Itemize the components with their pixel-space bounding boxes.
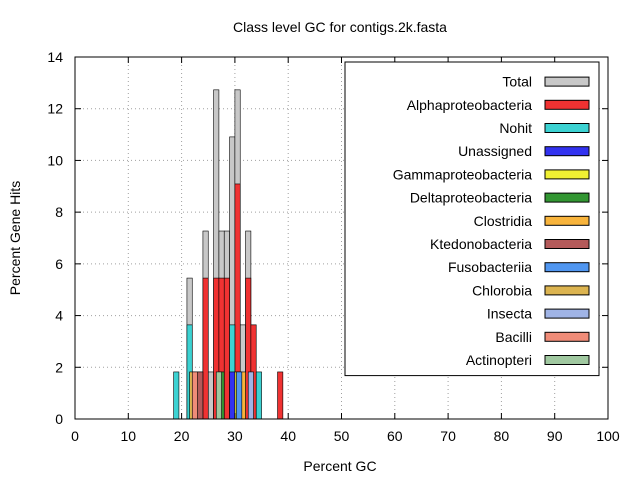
legend-label-total: Total — [502, 74, 532, 90]
x-tick-label: 20 — [174, 428, 190, 444]
bar-insecta — [247, 371, 254, 420]
bars-layer — [173, 89, 284, 420]
x-tick-label: 90 — [547, 428, 563, 444]
legend-label-clostridia: Clostridia — [474, 213, 533, 229]
legend-label-deltaproteobacteria: Deltaproteobacteria — [410, 190, 532, 206]
legend-swatch-unassigned — [544, 146, 590, 157]
y-tick-label: 14 — [47, 49, 63, 65]
legend-label-nohit: Nohit — [499, 120, 532, 136]
legend-swatch-actinopteri — [544, 355, 590, 365]
bar-unassigned — [229, 371, 236, 420]
legend-label-alphaproteobacteria: Alphaproteobacteria — [407, 97, 533, 113]
legend-swatch-alphaproteobacteria — [544, 99, 590, 110]
legend-label-gammaproteobacteria: Gammaproteobacteria — [393, 166, 533, 182]
legend-swatch-gammaproteobacteria — [544, 169, 590, 180]
bar-ktedonobacteria — [197, 371, 204, 420]
x-tick-label: 0 — [71, 428, 79, 444]
y-tick-label: 2 — [55, 359, 63, 375]
x-tick-label: 40 — [280, 428, 296, 444]
x-axis-label: Percent GC — [303, 458, 376, 474]
x-tick-label: 30 — [227, 428, 243, 444]
bar-alphaproteobacteria — [202, 277, 209, 420]
x-tick-label: 100 — [596, 428, 620, 444]
legend-swatch-ktedonobacteria — [544, 239, 590, 249]
x-tick-label: 60 — [387, 428, 403, 444]
y-tick-label: 0 — [55, 411, 63, 427]
legend-swatch-total — [544, 76, 590, 87]
bar-total — [207, 371, 214, 420]
y-axis-label: Percent Gene Hits — [7, 181, 23, 295]
bar-actinopteri — [215, 371, 222, 420]
chart-title: Class level GC for contigs.2k.fasta — [233, 19, 447, 35]
legend-label-ktedonobacteria: Ktedonobacteria — [430, 236, 532, 252]
bar-fusobacteriia — [236, 371, 243, 420]
bar-nohit — [173, 371, 180, 420]
y-tick-label: 12 — [47, 101, 63, 117]
bar-nohit — [255, 371, 262, 420]
legend-label-fusobacteriia: Fusobacteriia — [448, 259, 532, 275]
y-tick-label: 6 — [55, 256, 63, 272]
legend-swatch-insecta — [544, 308, 590, 319]
legend-swatch-deltaproteobacteria — [544, 192, 590, 203]
legend: Total Alphaproteobacteria Nohit Unassigned G… — [344, 61, 600, 377]
legend-swatch-clostridia — [544, 215, 590, 226]
x-tick-label: 10 — [121, 428, 137, 444]
legend-label-chlorobia: Chlorobia — [472, 282, 532, 298]
x-tick-label: 80 — [494, 428, 510, 444]
legend-swatch-bacilli — [544, 331, 590, 342]
legend-label-insecta: Insecta — [487, 306, 532, 322]
ticks-layer: 0 10 20 30 40 50 60 70 80 90 100 0 2 4 6 8 10 12 14 — [47, 49, 619, 444]
x-tick-label: 70 — [440, 428, 456, 444]
legend-label-actinopteri: Actinopteri — [466, 352, 532, 368]
legend-swatch-chlorobia — [544, 285, 590, 296]
bar-alphaproteobacteria — [223, 277, 230, 420]
legend-swatch-fusobacteriia — [544, 262, 590, 273]
bar-alphaproteobacteria — [277, 371, 284, 420]
x-tick-label: 50 — [334, 428, 350, 444]
legend-swatch-nohit — [544, 123, 590, 133]
y-tick-label: 4 — [55, 308, 63, 324]
bar-bacilli — [191, 371, 198, 420]
legend-label-bacilli: Bacilli — [495, 329, 532, 345]
legend-label-unassigned: Unassigned — [458, 143, 532, 159]
y-tick-label: 10 — [47, 152, 63, 168]
y-tick-label: 8 — [55, 204, 63, 220]
